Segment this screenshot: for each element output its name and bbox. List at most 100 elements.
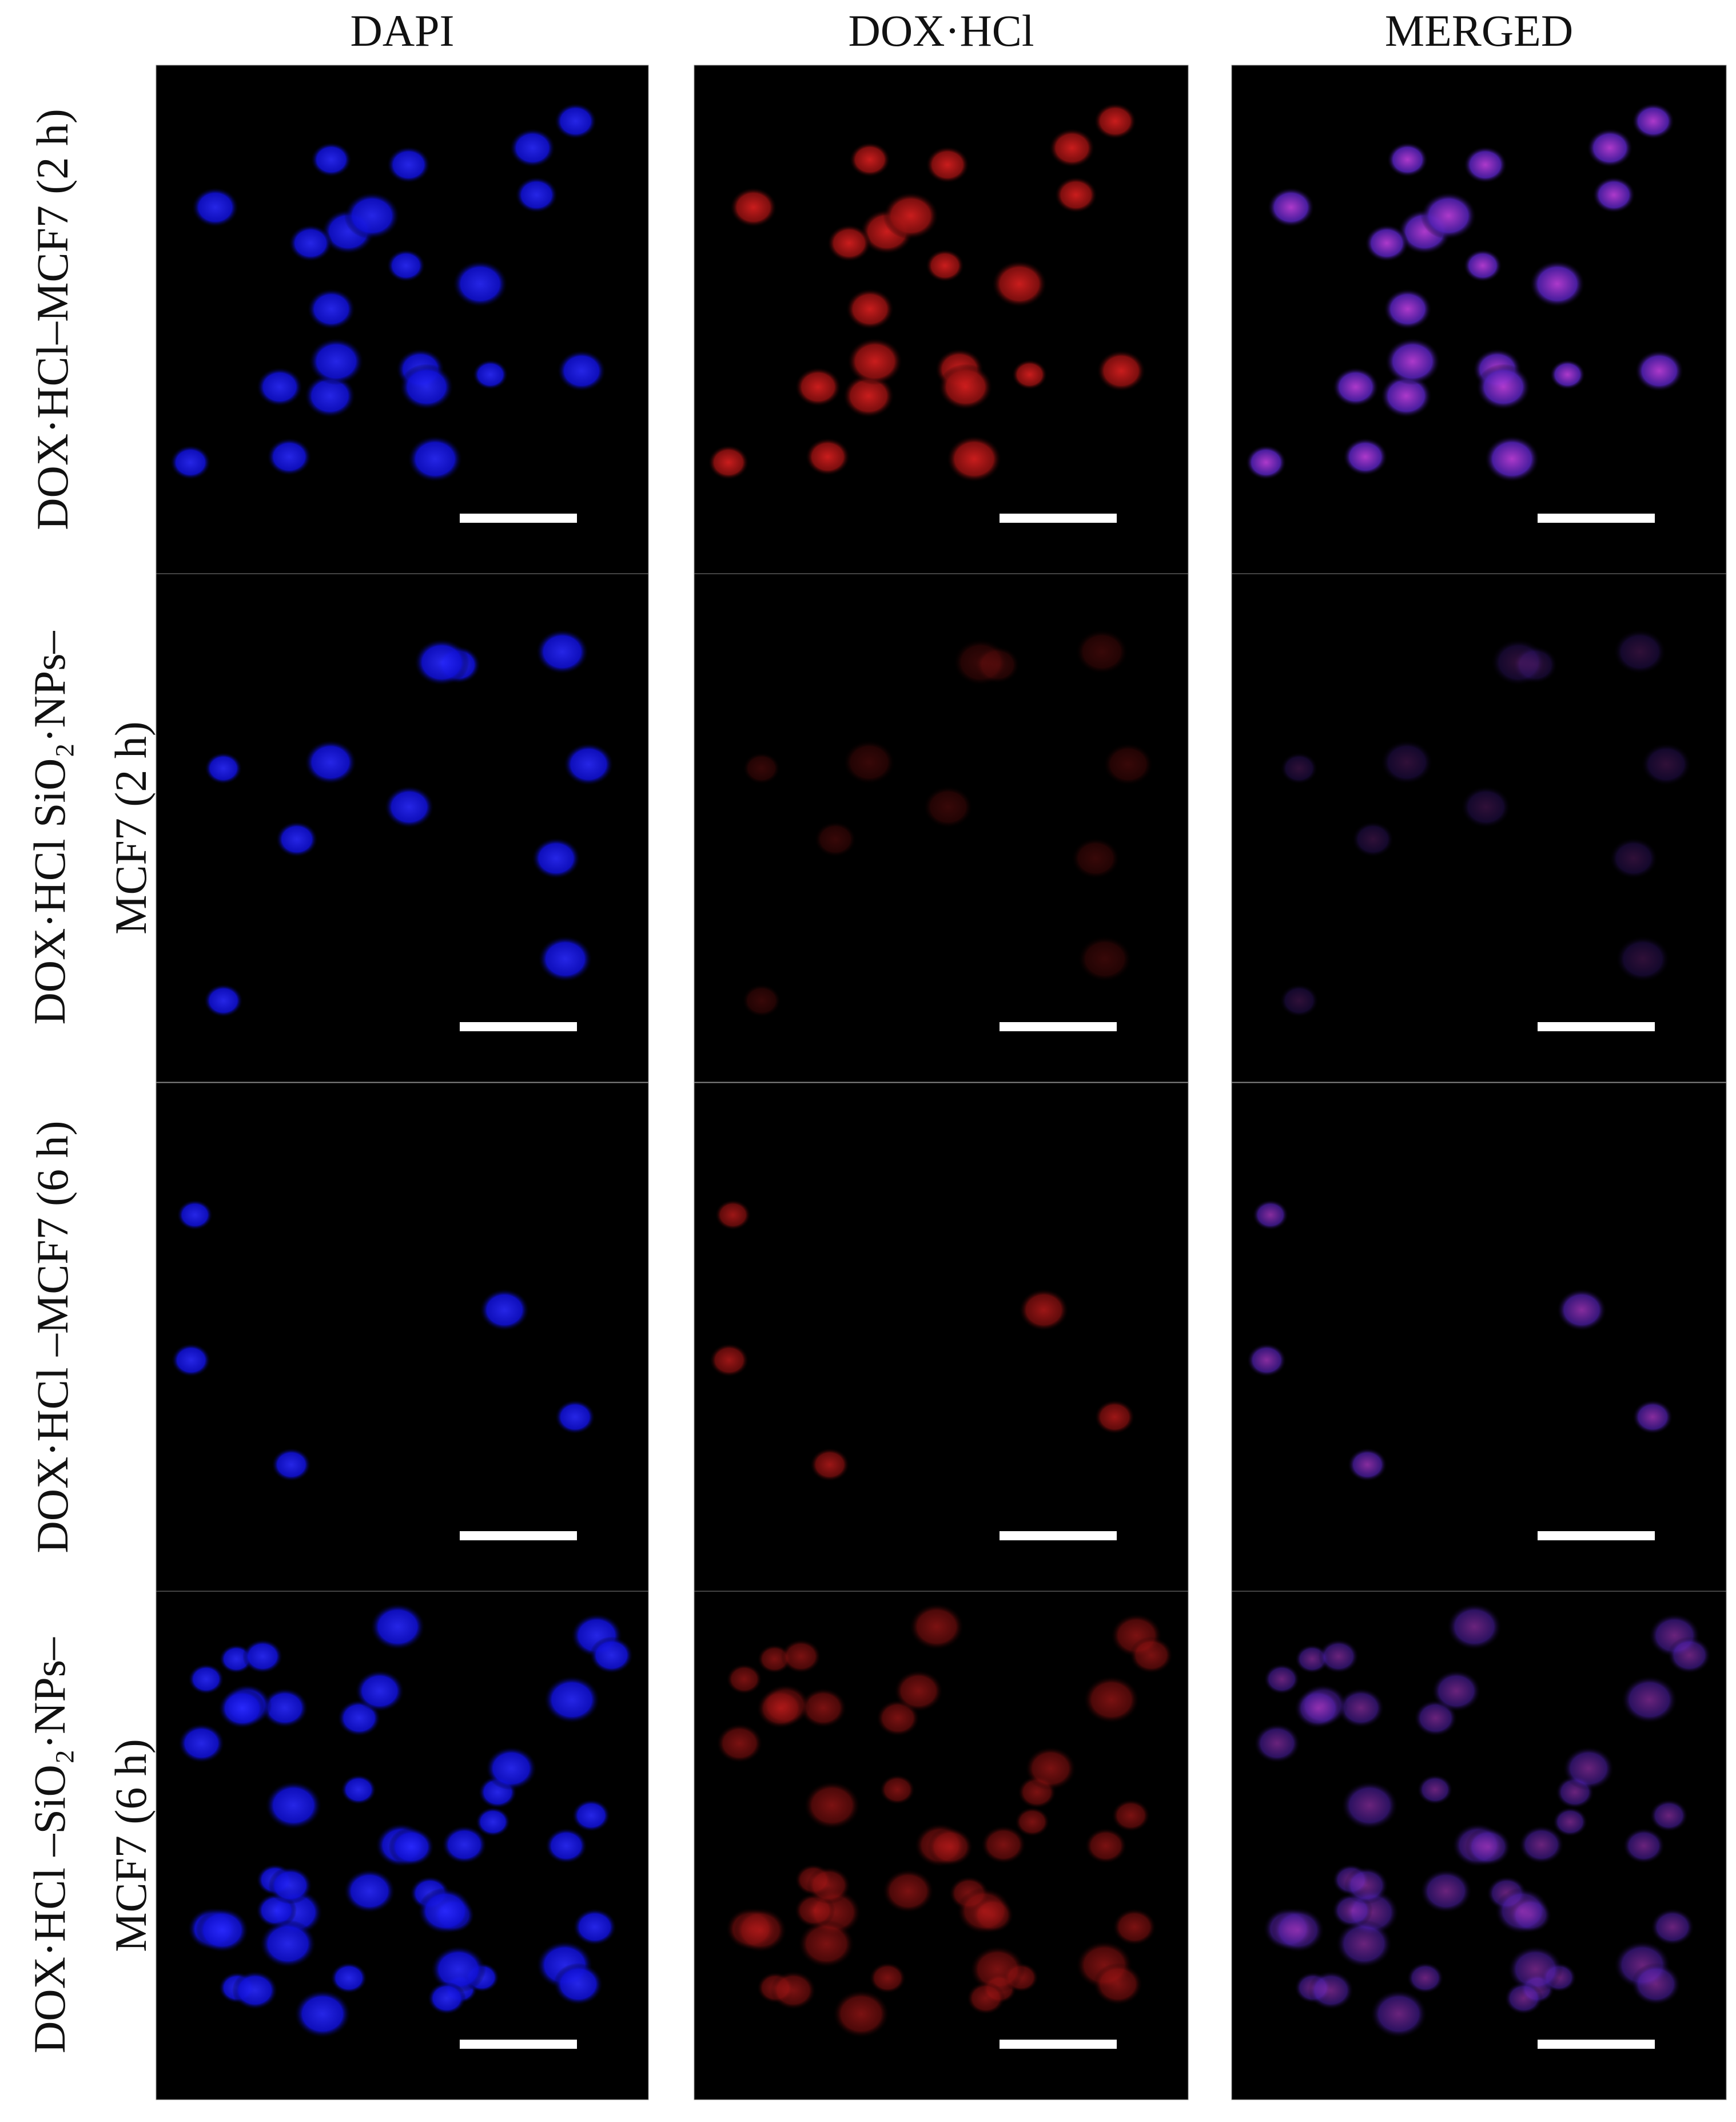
cell [1667, 1636, 1711, 1674]
column-header: DOX·HCl [849, 6, 1034, 55]
cell [1054, 176, 1098, 213]
cell [590, 1636, 634, 1674]
cell [1463, 146, 1507, 184]
row-label: DOX·HCl SiO₂·NPs– [25, 630, 74, 1024]
cell [344, 192, 400, 240]
cell [242, 1639, 283, 1674]
cell [1049, 128, 1095, 168]
cell [1343, 438, 1388, 476]
cell [756, 1688, 805, 1729]
cell [770, 1970, 817, 2010]
cell [1641, 742, 1692, 786]
image-panel [694, 65, 1189, 574]
cell [261, 1687, 309, 1728]
cell [1271, 1908, 1325, 1953]
cell [925, 249, 965, 283]
cell [307, 288, 356, 330]
cell [1507, 1945, 1563, 1993]
row-label: DOX·HCl–MCF7 (2 h) [27, 109, 77, 530]
cell [572, 1799, 611, 1832]
cell [1494, 1887, 1550, 1934]
cell [387, 249, 425, 283]
cell [799, 1687, 847, 1728]
cell [413, 638, 469, 686]
cell [847, 337, 903, 385]
cell [1460, 785, 1511, 829]
cell [709, 1343, 749, 1377]
cell [171, 1343, 211, 1377]
cell [427, 1981, 467, 2015]
cell [537, 936, 593, 983]
cell [827, 224, 871, 262]
image-panel [156, 1082, 649, 1592]
scale-bar [1538, 1022, 1655, 1031]
cell [730, 187, 777, 228]
image-panel [1231, 1082, 1727, 1592]
image-panel [156, 1591, 649, 2100]
cell [553, 1962, 603, 2006]
image-panel [1231, 1591, 1727, 2100]
cell [479, 1288, 529, 1332]
cell [1380, 740, 1434, 785]
cell [1096, 349, 1146, 392]
cell [927, 1827, 974, 1867]
cell [708, 444, 749, 480]
cell [981, 1825, 1026, 1864]
cell [1484, 435, 1540, 483]
image-panel [694, 1082, 1189, 1592]
cell [355, 1670, 405, 1712]
cell [1420, 192, 1476, 240]
cell [1253, 1723, 1301, 1763]
cell [441, 1825, 487, 1864]
column-header: DAPI [350, 6, 454, 55]
cell [1550, 359, 1586, 390]
cell [384, 785, 435, 829]
cell [1407, 1962, 1444, 1994]
cell [452, 260, 508, 308]
cell [1347, 1448, 1388, 1482]
panel-background [694, 1082, 1189, 1592]
cell [232, 1970, 278, 2010]
cell [1293, 1688, 1343, 1729]
cell [545, 1827, 588, 1864]
cell [1245, 444, 1287, 480]
cell [399, 364, 454, 410]
cell [843, 740, 895, 785]
cell [1387, 142, 1428, 177]
cell [1093, 1962, 1143, 2006]
cell [1084, 1827, 1127, 1864]
cell [1318, 1639, 1359, 1674]
cell [1370, 1989, 1428, 2038]
cell [794, 367, 842, 407]
cell [268, 1866, 313, 1905]
cell [1344, 1866, 1389, 1905]
cell [946, 435, 1002, 483]
cell [1075, 629, 1129, 674]
cell [1252, 1199, 1289, 1230]
cell [1556, 1288, 1607, 1332]
cell [1615, 936, 1670, 983]
cell [879, 1774, 915, 1805]
cell [563, 742, 614, 786]
scale-bar [1538, 1531, 1655, 1540]
scale-bar [460, 514, 577, 523]
cell [196, 1908, 249, 1953]
scale-bar [1538, 2040, 1655, 2049]
cell [1380, 373, 1432, 418]
cell [271, 1448, 312, 1482]
cell [1018, 1288, 1069, 1332]
cell [1504, 1981, 1543, 2015]
cell [1364, 224, 1409, 262]
image-panel [1231, 65, 1727, 574]
cell [1592, 176, 1635, 213]
panel-background [156, 65, 649, 574]
cell [734, 1908, 787, 1953]
cell [1383, 288, 1432, 330]
cell [304, 373, 356, 418]
cell [1337, 1687, 1385, 1728]
cell [535, 629, 589, 674]
cell [204, 752, 242, 785]
cell [188, 1663, 225, 1695]
cell [1552, 1807, 1588, 1837]
cell [557, 349, 606, 392]
